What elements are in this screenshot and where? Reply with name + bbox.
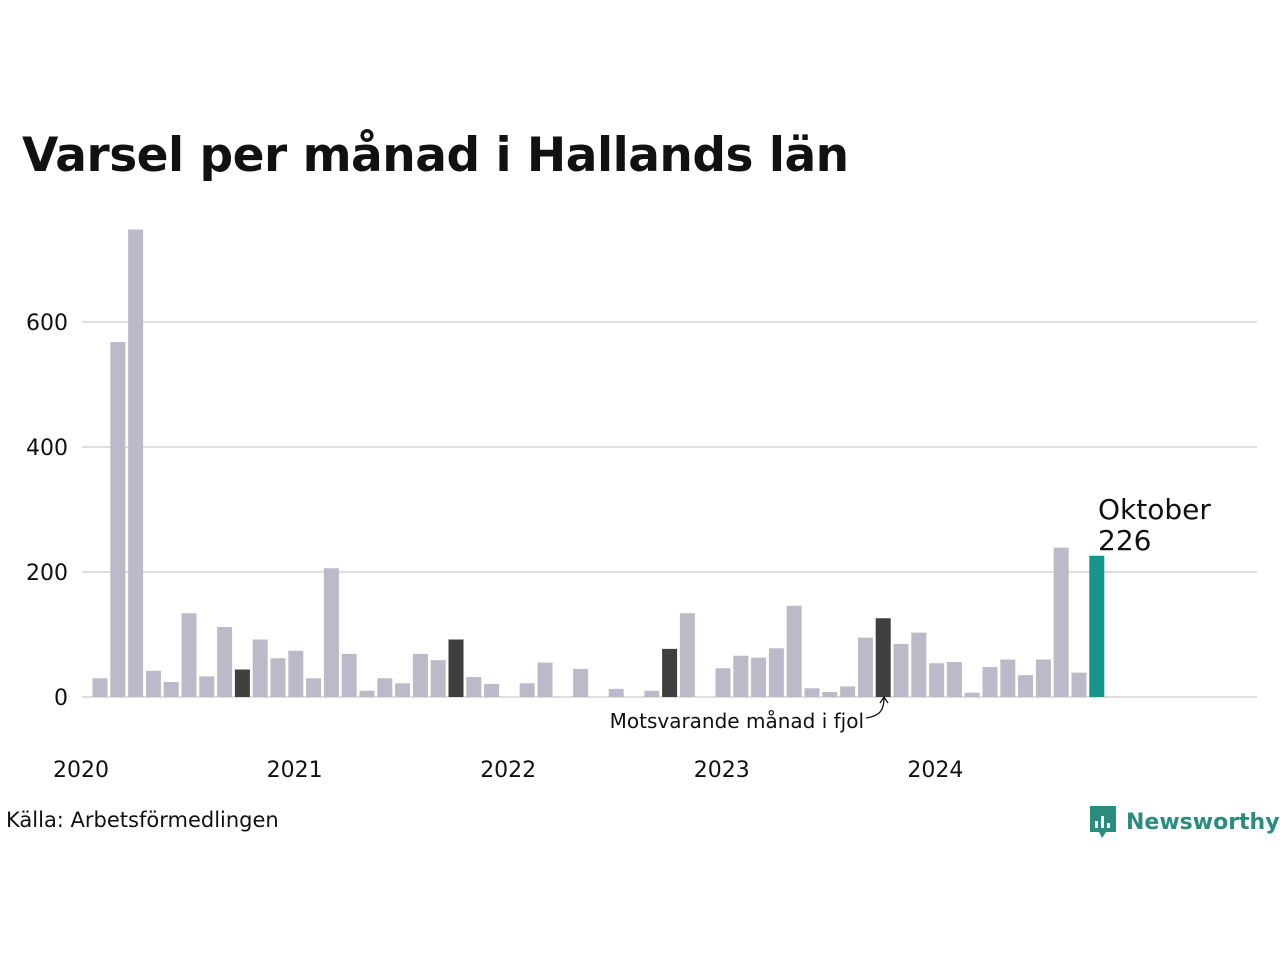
chart-title: Varsel per månad i Hallands län (22, 128, 849, 183)
x-tick-label-2022: 2022 (480, 758, 536, 783)
bar-2023-01 (733, 655, 749, 697)
bar-2023-10 (893, 643, 909, 697)
bar-2022-06 (608, 688, 624, 697)
bar-2023-07 (840, 686, 856, 697)
x-tick-label-2020: 2020 (53, 758, 109, 783)
y-tick-label-400: 400 (26, 436, 68, 461)
annotation-arrow (865, 697, 885, 719)
bar-2020-05 (163, 682, 179, 697)
bar-2022-04 (573, 668, 589, 697)
bar-2021-01 (306, 678, 322, 697)
bar-2024-02 (964, 692, 980, 697)
bar-2021-06 (395, 683, 411, 697)
comparison-annotation: Motsvarande månad i fjol (610, 709, 864, 733)
bar-2023-08 (857, 637, 873, 697)
highlight-month-label: Oktober (1098, 493, 1211, 526)
bar-2020-04 (145, 670, 161, 697)
bar-2020-01 (92, 678, 108, 697)
bar-2021-03 (341, 653, 357, 697)
x-tick-label-2023: 2023 (694, 758, 750, 783)
bar-2022-02 (537, 662, 553, 697)
bar-2021-09 (448, 639, 464, 697)
y-axis-ticks: 0 200 400 600 (26, 311, 68, 711)
bar-2021-04 (359, 690, 375, 697)
y-tick-label-200: 200 (26, 561, 68, 586)
bar-2020-09 (234, 669, 250, 697)
newsworthy-logo-icon (1090, 806, 1116, 838)
bar-2021-10 (466, 677, 482, 697)
bar-2023-04 (786, 605, 802, 697)
bar-2020-02 (110, 342, 126, 697)
x-axis-ticks: 2020 2021 2022 2023 2024 (53, 758, 963, 783)
y-tick-label-600: 600 (26, 311, 68, 336)
bar-2022-01 (519, 683, 535, 697)
bar-2022-08 (644, 690, 660, 697)
bar-2023-03 (768, 648, 784, 697)
bar-2024-04 (1000, 659, 1016, 697)
bar-2020-08 (217, 627, 233, 697)
bar-2024-03 (982, 667, 998, 697)
bar-2023-12 (929, 663, 945, 697)
highlight-value-label: 226 (1098, 524, 1151, 557)
bar-2020-07 (199, 676, 215, 697)
x-tick-label-2024: 2024 (907, 758, 963, 783)
bar-2020-06 (181, 613, 197, 697)
bar-2023-11 (911, 632, 927, 697)
bar-2020-11 (270, 658, 286, 697)
bar-2024-07 (1053, 547, 1069, 697)
x-tick-label-2021: 2021 (267, 758, 323, 783)
bar-2020-03 (128, 229, 144, 697)
bar-2024-09 (1089, 555, 1105, 697)
bar-2024-08 (1071, 672, 1087, 697)
bar-2021-02 (323, 568, 339, 697)
bar-2022-09 (662, 648, 678, 697)
bars (92, 229, 1105, 697)
bar-2023-02 (751, 657, 767, 697)
bar-2023-05 (804, 688, 820, 697)
bar-2024-01 (946, 662, 962, 697)
brand-logo: Newsworthy (1088, 803, 1280, 841)
bar-2024-06 (1035, 659, 1051, 697)
annotation-arrowhead (879, 695, 889, 704)
bar-2022-12 (715, 668, 731, 697)
bar-2023-09 (875, 618, 891, 697)
bar-2023-06 (822, 692, 838, 697)
bar-2020-12 (288, 650, 304, 697)
bar-2022-10 (679, 613, 695, 697)
bar-2021-11 (484, 683, 500, 697)
source-note: Källa: Arbetsförmedlingen (6, 808, 279, 832)
bar-chart: 0 200 400 600 2020 2021 2022 2023 2024 Motsvara… (26, 229, 1257, 783)
bar-2020-10 (252, 639, 268, 697)
bar-2021-08 (430, 660, 446, 697)
bar-2021-05 (377, 678, 393, 697)
bar-2024-05 (1018, 675, 1034, 697)
brand-name: Newsworthy (1126, 809, 1280, 835)
bar-2021-07 (412, 653, 428, 697)
annotations: Motsvarande månad i fjol Oktober 226 (610, 493, 1212, 733)
y-tick-label-0: 0 (54, 686, 68, 711)
